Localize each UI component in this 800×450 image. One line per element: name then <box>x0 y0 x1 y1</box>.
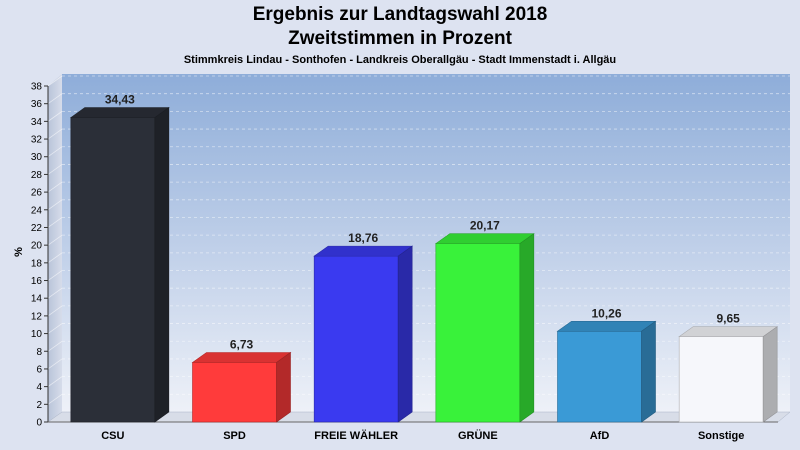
bar <box>436 234 534 422</box>
y-tick-label: 34 <box>31 117 43 128</box>
bar-side <box>763 327 777 422</box>
bar <box>558 321 656 422</box>
bar-chart: 02468101214161820222426283032343638% 34,… <box>0 0 800 450</box>
y-tick-label: 4 <box>36 382 42 393</box>
bar <box>193 352 291 422</box>
bar <box>314 246 412 422</box>
y-tick-label: 12 <box>31 311 43 322</box>
bar-top <box>436 234 534 244</box>
y-tick-label: 18 <box>31 258 43 269</box>
y-tick-label: 36 <box>31 99 43 110</box>
bar-top <box>71 108 169 118</box>
bar-side <box>520 234 534 422</box>
bar-front <box>71 118 155 422</box>
x-category-label: AfD <box>590 430 610 442</box>
bar <box>679 327 777 422</box>
bar-front <box>193 362 277 422</box>
bar-value-label: 20,17 <box>470 219 500 233</box>
x-category-label: CSU <box>101 430 124 442</box>
y-tick-label: 38 <box>31 82 43 93</box>
bar-value-label: 10,26 <box>591 306 621 320</box>
bar-side <box>277 352 291 422</box>
bar-front <box>314 256 398 422</box>
y-axis-label: % <box>13 247 25 257</box>
y-tick-label: 14 <box>31 294 43 305</box>
y-tick-label: 24 <box>31 205 43 216</box>
y-tick-label: 16 <box>31 276 43 287</box>
y-tick-label: 8 <box>36 347 42 358</box>
y-tick-label: 10 <box>31 329 43 340</box>
x-category-label: Sonstige <box>698 430 744 442</box>
bar-front <box>679 337 763 422</box>
bar-side <box>398 246 412 422</box>
y-tick-label: 20 <box>31 241 43 252</box>
x-category-label: GRÜNE <box>458 429 498 442</box>
y-tick-label: 32 <box>31 135 43 146</box>
bar-side <box>155 108 169 422</box>
x-category-label: SPD <box>223 430 246 442</box>
bar-value-label: 6,73 <box>230 337 254 351</box>
y-tick-label: 26 <box>31 188 43 199</box>
y-tick-label: 0 <box>36 418 42 429</box>
bar-front <box>558 331 642 422</box>
bar-top <box>558 321 656 331</box>
bar-value-label: 18,76 <box>348 231 378 245</box>
y-tick-label: 22 <box>31 223 43 234</box>
bar <box>71 108 169 422</box>
bar-value-label: 9,65 <box>716 312 740 326</box>
bar-side <box>642 321 656 422</box>
y-tick-label: 30 <box>31 152 43 163</box>
bar-top <box>314 246 412 256</box>
y-tick-label: 2 <box>36 400 42 411</box>
plot-side-wall <box>48 74 62 422</box>
y-tick-label: 6 <box>36 364 42 375</box>
x-category-label: FREIE WÄHLER <box>314 429 398 442</box>
bar-front <box>436 244 520 422</box>
y-tick-label: 28 <box>31 170 43 181</box>
bar-top <box>193 352 291 362</box>
bar-value-label: 34,43 <box>105 93 135 107</box>
bar-top <box>679 327 777 337</box>
